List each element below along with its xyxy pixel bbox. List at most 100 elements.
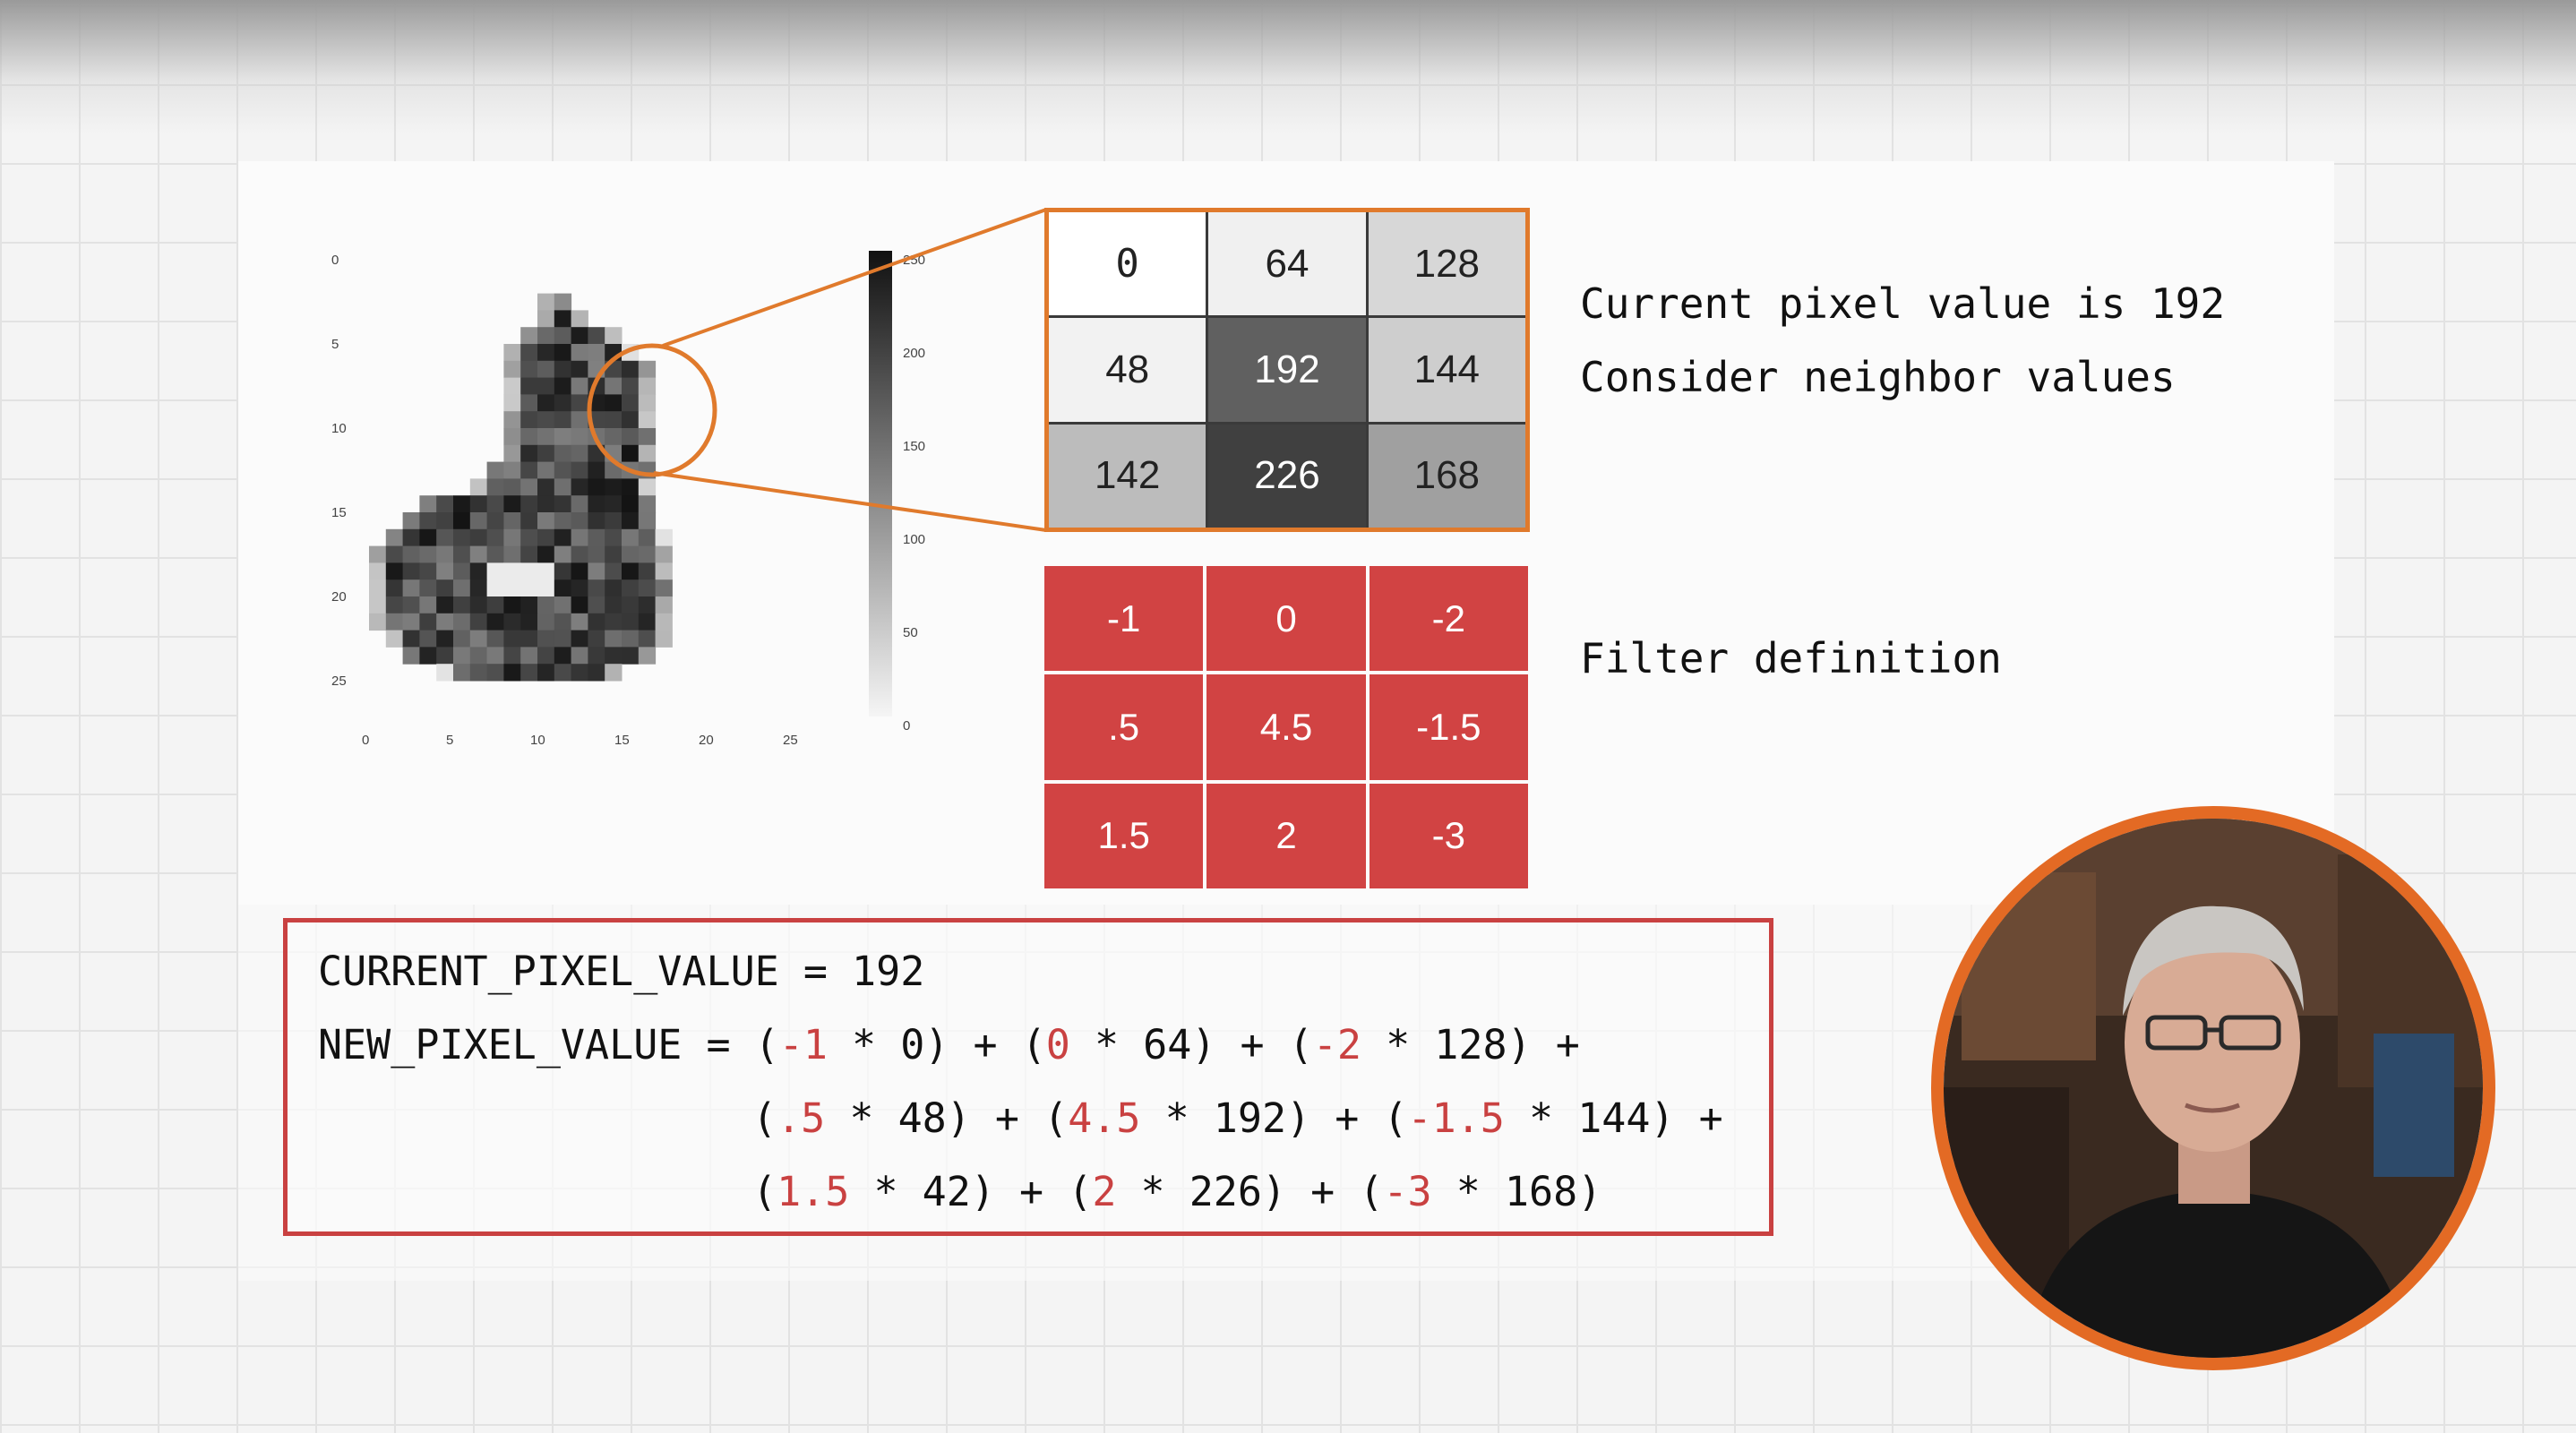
image-pixel	[622, 394, 640, 412]
filter-weight: 0	[1045, 1021, 1070, 1068]
pixel-value: 64	[1143, 1021, 1192, 1068]
image-pixel	[503, 377, 521, 395]
image-pixel	[503, 630, 521, 648]
filter-cell: 1.5	[1044, 783, 1204, 888]
filter-cell: 0	[1206, 566, 1366, 672]
image-pixel	[486, 545, 504, 563]
image-pixel	[520, 461, 538, 479]
image-pixel	[655, 545, 673, 563]
image-pixel	[622, 528, 640, 547]
pixel-value: 168	[1504, 1168, 1578, 1215]
image-pixel	[520, 344, 538, 362]
image-pixel	[605, 613, 623, 631]
pixel-value: 42	[922, 1168, 971, 1215]
image-pixel	[436, 596, 454, 614]
image-pixel	[520, 562, 538, 580]
image-pixel	[554, 377, 572, 395]
image-pixel	[419, 545, 437, 563]
image-pixel	[469, 579, 488, 597]
pixel-cell: 128	[1368, 212, 1525, 316]
image-pixel	[571, 562, 588, 580]
image-pixel	[554, 444, 572, 463]
image-pixel	[503, 461, 521, 479]
image-pixel	[588, 377, 605, 395]
image-pixel	[571, 647, 588, 665]
image-pixel	[503, 495, 521, 513]
presenter-video-frame	[1944, 819, 2483, 1358]
formula-line-4: (1.5 * 42) + (2 * 226) + (-3 * 168)	[752, 1168, 1602, 1215]
image-pixel	[369, 613, 387, 631]
image-pixel	[571, 327, 588, 345]
image-pixel	[605, 562, 623, 580]
image-pixel	[605, 545, 623, 563]
image-pixel	[520, 478, 538, 496]
filter-cell: .5	[1044, 674, 1204, 780]
filter-weight: .5	[777, 1094, 826, 1142]
image-pixel	[419, 579, 437, 597]
image-pixel	[638, 478, 657, 496]
image-pixel	[537, 461, 555, 479]
image-pixel	[369, 545, 387, 563]
image-pixel	[554, 562, 572, 580]
pixel-cell: 48	[1049, 318, 1206, 422]
image-pixel	[622, 428, 640, 446]
image-pixel	[588, 327, 605, 345]
image-pixel	[436, 512, 454, 530]
image-pixel	[571, 377, 588, 395]
image-pixel	[486, 478, 504, 496]
filter-cell: -1.5	[1369, 674, 1528, 780]
image-pixel	[571, 545, 588, 563]
image-pixel	[537, 293, 555, 311]
filter-weight: 1.5	[777, 1168, 850, 1215]
image-pixel	[554, 360, 572, 379]
image-pixel	[503, 428, 521, 446]
image-pixel	[419, 596, 437, 614]
formula-line-2: NEW_PIXEL_VALUE = (-1 * 0) + (0 * 64) + …	[318, 1021, 1580, 1068]
image-pixel	[369, 579, 387, 597]
image-pixel	[588, 478, 605, 496]
image-pixel	[554, 394, 572, 412]
image-pixel	[520, 327, 538, 345]
image-pixel	[655, 562, 673, 580]
y-tick-label: 5	[331, 337, 339, 352]
x-tick-label: 5	[446, 733, 454, 748]
image-pixel	[503, 528, 521, 547]
image-pixel	[486, 579, 504, 597]
image-pixel	[588, 528, 605, 547]
image-pixel	[385, 613, 404, 631]
filter-weight: 2	[1092, 1168, 1117, 1215]
pixel-cell: 0	[1049, 212, 1206, 316]
image-pixel	[520, 512, 538, 530]
image-pixel	[622, 545, 640, 563]
image-pixel	[622, 461, 640, 479]
pixel-cell: 142	[1049, 424, 1206, 528]
image-pixel	[469, 528, 488, 547]
image-pixel	[453, 596, 471, 614]
image-pixel	[537, 327, 555, 345]
image-pixel	[605, 327, 623, 345]
image-pixel	[520, 596, 538, 614]
image-pixel	[571, 630, 588, 648]
image-pixel	[622, 647, 640, 665]
image-pixel	[605, 344, 623, 362]
image-pixel	[503, 344, 521, 362]
image-pixel	[520, 664, 538, 682]
image-pixel	[554, 310, 572, 328]
colorbar	[869, 251, 892, 716]
image-pixel	[537, 478, 555, 496]
filter-weight: -1	[778, 1021, 828, 1068]
image-pixel	[520, 630, 538, 648]
image-pixel	[537, 444, 555, 463]
image-pixel	[469, 545, 488, 563]
image-pixel	[537, 613, 555, 631]
image-pixel	[537, 310, 555, 328]
image-pixel	[622, 344, 640, 362]
image-pixel	[520, 428, 538, 446]
image-pixel	[638, 444, 657, 463]
image-pixel	[605, 647, 623, 665]
pixel-value: 144	[1577, 1094, 1651, 1142]
image-pixel	[638, 461, 657, 479]
image-pixel	[453, 630, 471, 648]
image-pixel	[622, 562, 640, 580]
image-pixel	[588, 411, 605, 429]
